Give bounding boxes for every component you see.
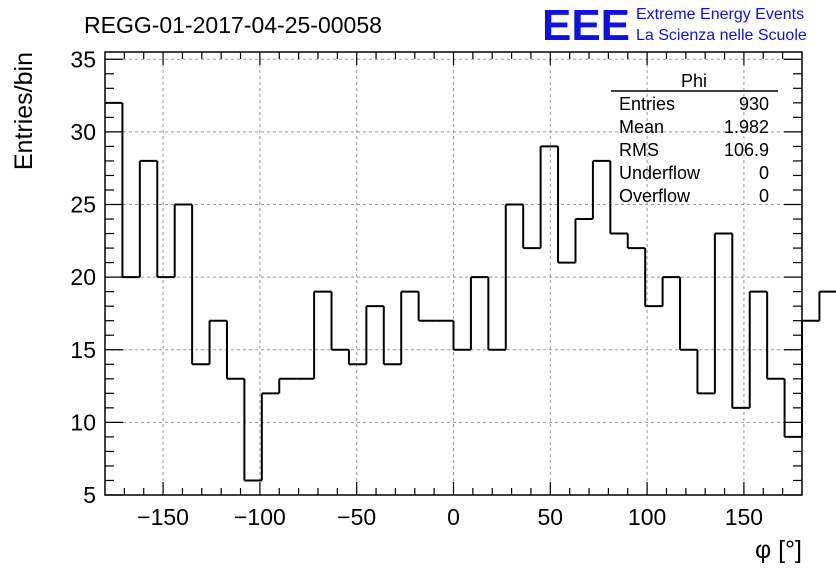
- logo-mark: EEE: [542, 1, 630, 50]
- x-axis-label: φ [°]: [755, 536, 802, 564]
- logo-line1: Extreme Energy Events: [636, 6, 804, 23]
- y-tick-label: 35: [70, 46, 96, 72]
- stats-label: Underflow: [619, 163, 701, 183]
- y-tick-label: 20: [70, 264, 96, 290]
- plot-frame: [104, 51, 803, 496]
- stats-value: 0: [759, 186, 769, 206]
- x-tick-label: 0: [447, 504, 460, 530]
- x-tick-label: −100: [234, 504, 286, 530]
- stats-value: 106.9: [724, 140, 769, 160]
- stats-title: Phi: [681, 71, 707, 91]
- stats-value: 1.982: [724, 117, 769, 137]
- stats-label: RMS: [619, 140, 659, 160]
- stats-value: 930: [739, 94, 769, 114]
- y-tick-label: 30: [70, 119, 96, 145]
- x-tick-label: −50: [337, 504, 376, 530]
- stats-label: Mean: [619, 117, 664, 137]
- x-tick-labels: −150 −100 −50 0 50 100 150: [137, 504, 763, 530]
- stats-label: Entries: [619, 94, 675, 114]
- stats-label: Overflow: [619, 186, 691, 206]
- y-tick-label: 5: [83, 482, 96, 508]
- x-tick-label: 50: [538, 504, 564, 530]
- eee-logo: EEE Extreme Energy Events La Scienza nel…: [542, 1, 807, 50]
- x-tick-label: 100: [628, 504, 666, 530]
- y-tick-labels: 5 10 15 20 25 30 35: [70, 46, 96, 508]
- logo-line2: La Scienza nelle Scuole: [636, 27, 807, 44]
- y-tick-label: 10: [70, 409, 96, 435]
- y-tick-label: 25: [70, 192, 96, 218]
- chart-title: REGG-01-2017-04-25-00058: [84, 12, 382, 38]
- histogram-series: [105, 101, 836, 482]
- y-tick-label: 15: [70, 337, 96, 363]
- y-axis-label: Entries/bin: [10, 52, 38, 170]
- grid-lines: [105, 52, 802, 496]
- x-tick-label: −150: [137, 504, 189, 530]
- axis-ticks: [105, 52, 802, 496]
- stats-box: Phi Entries 930 Mean 1.982 RMS 106.9 Underflow…: [611, 71, 778, 206]
- stats-value: 0: [759, 163, 769, 183]
- x-tick-label: 150: [725, 504, 763, 530]
